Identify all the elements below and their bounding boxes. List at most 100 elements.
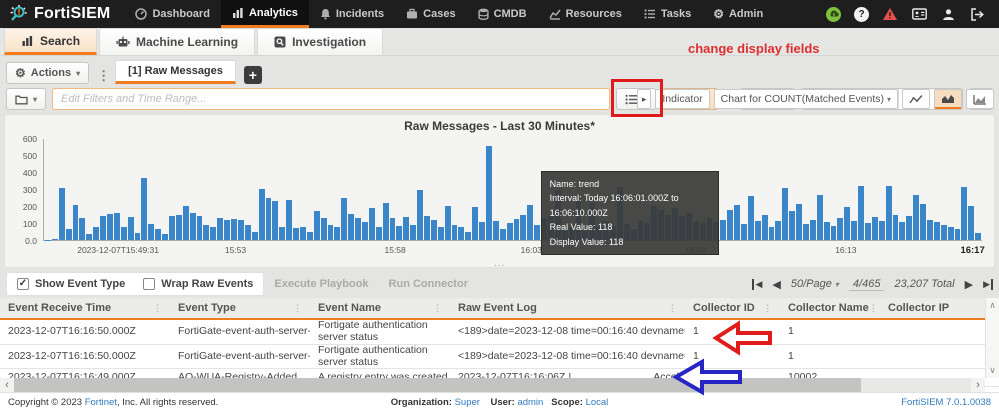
vertical-scrollbar[interactable]: ∧ ∨ [985, 298, 999, 378]
help-icon[interactable]: ? [854, 6, 869, 22]
col-collector-name[interactable]: Collector Name ⋮ [780, 302, 880, 314]
bar[interactable] [417, 190, 423, 240]
execute-playbook-button[interactable]: Execute Playbook [274, 278, 369, 290]
nav-item-dashboard[interactable]: Dashboard [124, 0, 220, 28]
series-select[interactable]: Chart for COUNT(Matched Events) ▾ [713, 89, 898, 109]
bar[interactable] [382, 202, 389, 240]
bar[interactable] [796, 203, 802, 240]
next-page-button[interactable]: ▶ [964, 278, 974, 291]
bar[interactable] [954, 229, 961, 240]
bar[interactable] [79, 218, 86, 240]
bar[interactable] [479, 222, 485, 240]
bar[interactable] [775, 221, 782, 240]
bar[interactable] [878, 221, 885, 240]
first-page-button[interactable]: ◀ [752, 278, 762, 290]
nav-item-cases[interactable]: Cases [395, 0, 466, 28]
last-page-button[interactable]: ▶ [983, 278, 993, 290]
tab-investigation[interactable]: Investigation [257, 28, 384, 55]
bar[interactable] [189, 213, 196, 240]
bar[interactable] [906, 216, 913, 240]
bar[interactable] [93, 227, 100, 240]
bar[interactable] [155, 229, 162, 240]
bar[interactable] [231, 218, 237, 240]
bar[interactable] [182, 205, 189, 240]
bar[interactable] [816, 194, 823, 240]
bar[interactable] [361, 222, 368, 240]
bar[interactable] [313, 211, 320, 240]
bar[interactable] [754, 220, 761, 240]
bar[interactable] [830, 225, 837, 240]
saved-filters-button[interactable]: ▾ [6, 88, 47, 110]
bar[interactable] [761, 214, 768, 240]
bar[interactable] [217, 218, 224, 240]
bar[interactable] [203, 224, 210, 240]
col-raw-event-log[interactable]: Raw Event Log ⋮ [450, 302, 685, 314]
bar[interactable] [851, 221, 858, 240]
bar[interactable] [527, 204, 534, 240]
bar[interactable] [492, 221, 499, 240]
bar[interactable] [789, 210, 796, 240]
col-event-receive-time[interactable]: Event Receive Time ⋮ [0, 302, 170, 314]
bar[interactable] [940, 224, 947, 240]
bar[interactable] [65, 229, 72, 240]
logout-icon[interactable] [969, 6, 985, 22]
bar[interactable] [86, 234, 93, 240]
bar[interactable] [968, 205, 975, 240]
wrap-raw-events-checkbox[interactable]: Wrap Raw Events [143, 278, 253, 290]
bar[interactable] [51, 239, 58, 240]
bar[interactable] [403, 217, 410, 240]
bar[interactable] [920, 203, 926, 240]
bar[interactable] [534, 224, 541, 240]
run-connector-button[interactable]: Run Connector [388, 278, 468, 290]
bar[interactable] [430, 219, 437, 240]
scrollbar-thumb[interactable] [14, 378, 862, 392]
bar-chart-button[interactable] [934, 89, 962, 109]
tab-search[interactable]: Search [4, 28, 98, 55]
bar[interactable] [844, 207, 851, 240]
bar[interactable] [458, 227, 465, 240]
bar[interactable] [513, 218, 520, 240]
bar[interactable] [809, 219, 816, 240]
nav-item-tasks[interactable]: Tasks [633, 0, 702, 28]
collapse-chart-button[interactable]: ▸ [636, 89, 652, 109]
contact-card-icon[interactable] [911, 6, 927, 22]
bar[interactable] [368, 208, 375, 240]
bar[interactable] [740, 224, 747, 240]
bar[interactable] [210, 226, 217, 240]
bar[interactable] [134, 233, 141, 240]
column-grip-icon[interactable]: ⋮ [153, 302, 162, 313]
bar[interactable] [175, 214, 182, 240]
bar[interactable] [334, 227, 341, 240]
bar[interactable] [396, 225, 403, 240]
bar[interactable] [258, 188, 265, 240]
bar[interactable] [169, 216, 175, 240]
bar[interactable] [858, 186, 864, 240]
bar[interactable] [933, 222, 940, 240]
bar[interactable] [348, 213, 355, 240]
bar[interactable] [423, 216, 430, 240]
nav-item-analytics[interactable]: Analytics [220, 0, 309, 28]
bar[interactable] [162, 234, 169, 240]
column-grip-icon[interactable]: ⋮ [668, 302, 677, 313]
bar[interactable] [499, 229, 506, 240]
show-event-type-checkbox[interactable]: ✓ Show Event Type [17, 278, 125, 290]
bar[interactable] [196, 215, 203, 240]
bar[interactable] [244, 224, 251, 240]
bar[interactable] [107, 213, 113, 240]
bar[interactable] [58, 187, 65, 240]
bar[interactable] [320, 218, 327, 240]
column-grip-icon[interactable]: ⋮ [433, 302, 442, 313]
bar[interactable] [506, 223, 513, 240]
bar[interactable] [355, 218, 361, 240]
bar[interactable] [975, 233, 982, 240]
bar[interactable] [837, 218, 844, 240]
scroll-left-icon[interactable]: ‹ [0, 378, 14, 392]
bar[interactable] [871, 217, 878, 240]
bar[interactable] [727, 209, 734, 240]
tab-machine-learning[interactable]: Machine Learning [99, 28, 256, 55]
bar[interactable] [127, 217, 134, 240]
bar[interactable] [237, 219, 244, 240]
scroll-up-icon[interactable]: ∧ [989, 300, 996, 310]
nav-item-cmdb[interactable]: CMDB [467, 0, 538, 28]
bar[interactable] [899, 222, 906, 240]
